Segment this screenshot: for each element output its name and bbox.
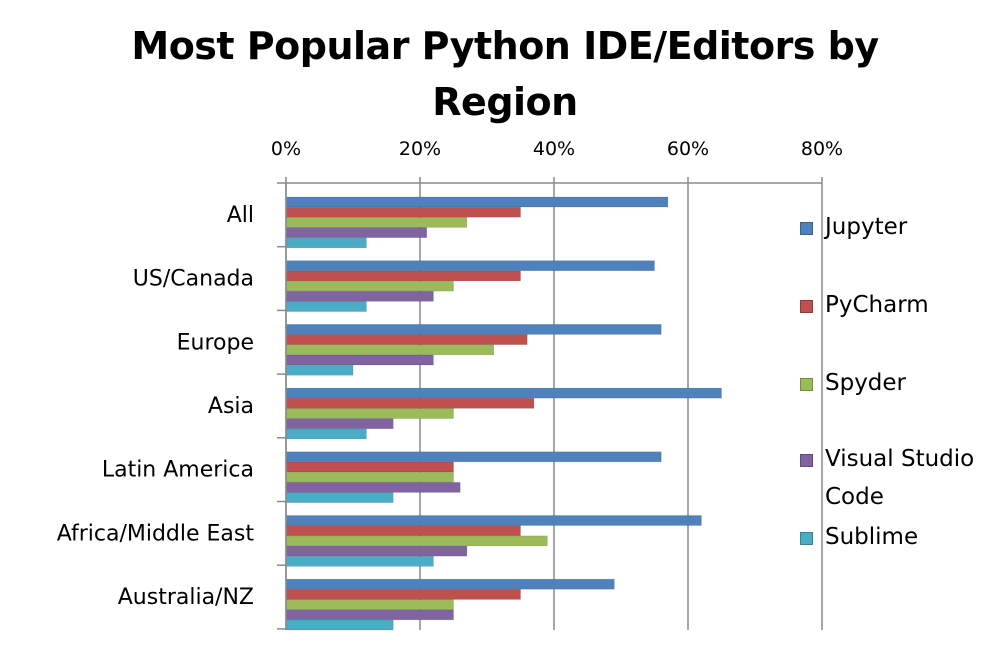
bar-jupyter-europe xyxy=(285,324,662,335)
bar-pycharm-us-canada xyxy=(285,270,521,282)
legend-item: Jupyter xyxy=(800,208,992,246)
bar-jupyter-asia xyxy=(285,387,722,399)
bar-pycharm-africa-middle-east xyxy=(285,525,521,537)
bar-sublime-australia-nz xyxy=(285,619,394,631)
bar-visual-studio-code-europe xyxy=(285,354,434,366)
bar-jupyter-africa-middle-east xyxy=(285,515,702,526)
category-label: Europe xyxy=(177,330,254,355)
legend-label: Sublime xyxy=(825,524,919,550)
bar-pycharm-latin-america xyxy=(285,461,454,473)
chart-title: Most Popular Python IDE/Editors by Regio… xyxy=(131,24,879,124)
legend-swatch xyxy=(800,532,813,545)
legend-label: Visual Studio Code xyxy=(825,446,975,510)
bar-sublime-europe xyxy=(285,364,354,376)
bar-visual-studio-code-asia xyxy=(285,418,394,430)
bar-sublime-us-canada xyxy=(285,301,367,312)
legend-label: PyCharm xyxy=(825,292,929,318)
legend-item: PyCharm xyxy=(800,286,992,324)
bar-sublime-africa-middle-east xyxy=(285,555,434,567)
x-tick-label: 60% xyxy=(667,138,709,160)
bar-sublime-latin-america xyxy=(285,492,394,503)
bar-spyder-all xyxy=(285,217,468,228)
bar-pycharm-australia-nz xyxy=(285,589,521,600)
legend-item: Visual Studio Code xyxy=(800,440,992,516)
x-tick-label: 0% xyxy=(271,138,301,160)
legend-item: Spyder xyxy=(800,364,992,402)
bar-spyder-africa-middle-east xyxy=(285,535,548,547)
legend-label: Spyder xyxy=(825,370,907,396)
category-label: Africa/Middle East xyxy=(57,521,255,546)
bar-visual-studio-code-all xyxy=(285,227,427,238)
legend-item: Sublime xyxy=(800,518,992,556)
bar-spyder-australia-nz xyxy=(285,599,454,610)
bar-pycharm-asia xyxy=(285,397,535,409)
axes: 0% 20% 40% 60% 80% All US/Canada Europe Asia Lati… xyxy=(57,138,843,630)
bar-spyder-latin-america xyxy=(285,471,454,483)
legend-swatch xyxy=(800,300,813,313)
x-tick-label: 80% xyxy=(801,138,843,160)
bar-visual-studio-code-africa-middle-east xyxy=(285,545,468,557)
bar-pycharm-all xyxy=(285,206,521,218)
bar-jupyter-all xyxy=(285,196,669,208)
bar-spyder-us-canada xyxy=(285,280,454,292)
bar-jupyter-latin-america xyxy=(285,451,662,463)
bar-jupyter-us-canada xyxy=(285,260,655,272)
category-label: Latin America xyxy=(102,458,254,483)
legend-label: Jupyter xyxy=(825,214,908,240)
category-label: All xyxy=(227,203,254,228)
bar-spyder-europe xyxy=(285,344,494,356)
bar-visual-studio-code-latin-america xyxy=(285,482,461,493)
bar-pycharm-europe xyxy=(285,334,528,345)
x-tick-label: 40% xyxy=(533,138,575,160)
legend-swatch xyxy=(800,222,813,235)
bar-visual-studio-code-us-canada xyxy=(285,290,434,302)
bar-sublime-all xyxy=(285,237,367,249)
bar-sublime-asia xyxy=(285,428,367,440)
category-label: US/Canada xyxy=(133,267,254,292)
bar-jupyter-australia-nz xyxy=(285,578,615,590)
bars xyxy=(285,196,722,631)
x-tick-label: 20% xyxy=(399,138,441,160)
bar-spyder-asia xyxy=(285,408,454,419)
legend-swatch xyxy=(800,378,813,391)
bar-visual-studio-code-australia-nz xyxy=(285,609,454,621)
category-label: Australia/NZ xyxy=(118,585,254,610)
legend-swatch xyxy=(800,454,813,467)
category-label: Asia xyxy=(208,394,254,419)
